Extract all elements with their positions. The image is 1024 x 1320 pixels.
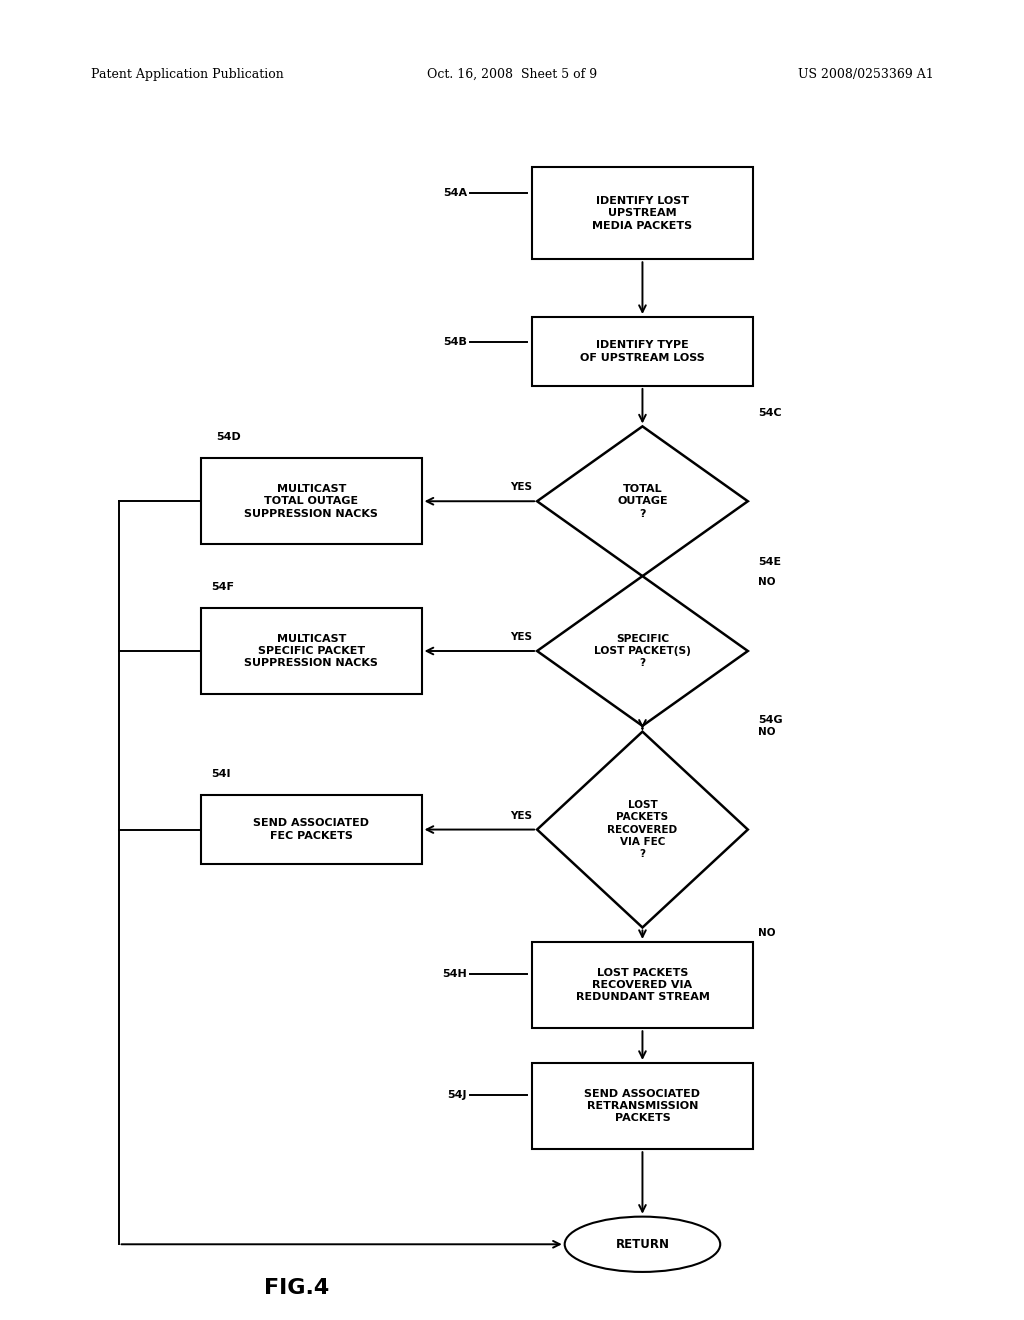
Text: 54H: 54H bbox=[442, 969, 467, 978]
Text: NO: NO bbox=[758, 726, 775, 737]
Text: 54B: 54B bbox=[443, 338, 467, 347]
Text: SEND ASSOCIATED
FEC PACKETS: SEND ASSOCIATED FEC PACKETS bbox=[253, 818, 370, 841]
Text: MULTICAST
SPECIFIC PACKET
SUPPRESSION NACKS: MULTICAST SPECIFIC PACKET SUPPRESSION NA… bbox=[245, 634, 378, 668]
Text: FIG.4: FIG.4 bbox=[263, 1278, 329, 1298]
Bar bbox=[532, 942, 753, 1028]
Text: IDENTIFY LOST
UPSTREAM
MEDIA PACKETS: IDENTIFY LOST UPSTREAM MEDIA PACKETS bbox=[593, 195, 692, 231]
Text: 54F: 54F bbox=[211, 582, 233, 593]
Text: YES: YES bbox=[510, 632, 532, 642]
Text: SPECIFIC
LOST PACKET(S)
?: SPECIFIC LOST PACKET(S) ? bbox=[594, 634, 691, 668]
Polygon shape bbox=[537, 576, 748, 726]
Text: YES: YES bbox=[510, 810, 532, 821]
Text: TOTAL
OUTAGE
?: TOTAL OUTAGE ? bbox=[617, 484, 668, 519]
Text: 54G: 54G bbox=[758, 715, 782, 725]
Text: RETURN: RETURN bbox=[615, 1238, 670, 1251]
Text: IDENTIFY TYPE
OF UPSTREAM LOSS: IDENTIFY TYPE OF UPSTREAM LOSS bbox=[580, 341, 705, 363]
Text: YES: YES bbox=[510, 482, 532, 492]
Text: 54C: 54C bbox=[758, 408, 781, 417]
Text: 54I: 54I bbox=[211, 770, 230, 779]
Bar bbox=[201, 795, 422, 865]
Text: Patent Application Publication: Patent Application Publication bbox=[90, 67, 284, 81]
Text: LOST PACKETS
RECOVERED VIA
REDUNDANT STREAM: LOST PACKETS RECOVERED VIA REDUNDANT STR… bbox=[575, 968, 710, 1002]
Bar bbox=[201, 458, 422, 544]
Text: NO: NO bbox=[758, 928, 775, 939]
Bar bbox=[532, 1063, 753, 1150]
Polygon shape bbox=[537, 731, 748, 928]
Text: 54E: 54E bbox=[758, 557, 781, 568]
Text: LOST
PACKETS
RECOVERED
VIA FEC
?: LOST PACKETS RECOVERED VIA FEC ? bbox=[607, 800, 678, 859]
Text: 54A: 54A bbox=[442, 187, 467, 198]
Text: US 2008/0253369 A1: US 2008/0253369 A1 bbox=[798, 67, 934, 81]
Text: Oct. 16, 2008  Sheet 5 of 9: Oct. 16, 2008 Sheet 5 of 9 bbox=[427, 67, 597, 81]
Bar bbox=[532, 317, 753, 385]
Polygon shape bbox=[537, 426, 748, 576]
Text: 54J: 54J bbox=[447, 1089, 467, 1100]
Bar bbox=[532, 168, 753, 259]
Text: 54D: 54D bbox=[216, 433, 241, 442]
Text: SEND ASSOCIATED
RETRANSMISSION
PACKETS: SEND ASSOCIATED RETRANSMISSION PACKETS bbox=[585, 1089, 700, 1123]
Text: NO: NO bbox=[758, 577, 775, 587]
Text: MULTICAST
TOTAL OUTAGE
SUPPRESSION NACKS: MULTICAST TOTAL OUTAGE SUPPRESSION NACKS bbox=[245, 484, 378, 519]
Bar bbox=[201, 607, 422, 694]
Ellipse shape bbox=[564, 1217, 720, 1272]
